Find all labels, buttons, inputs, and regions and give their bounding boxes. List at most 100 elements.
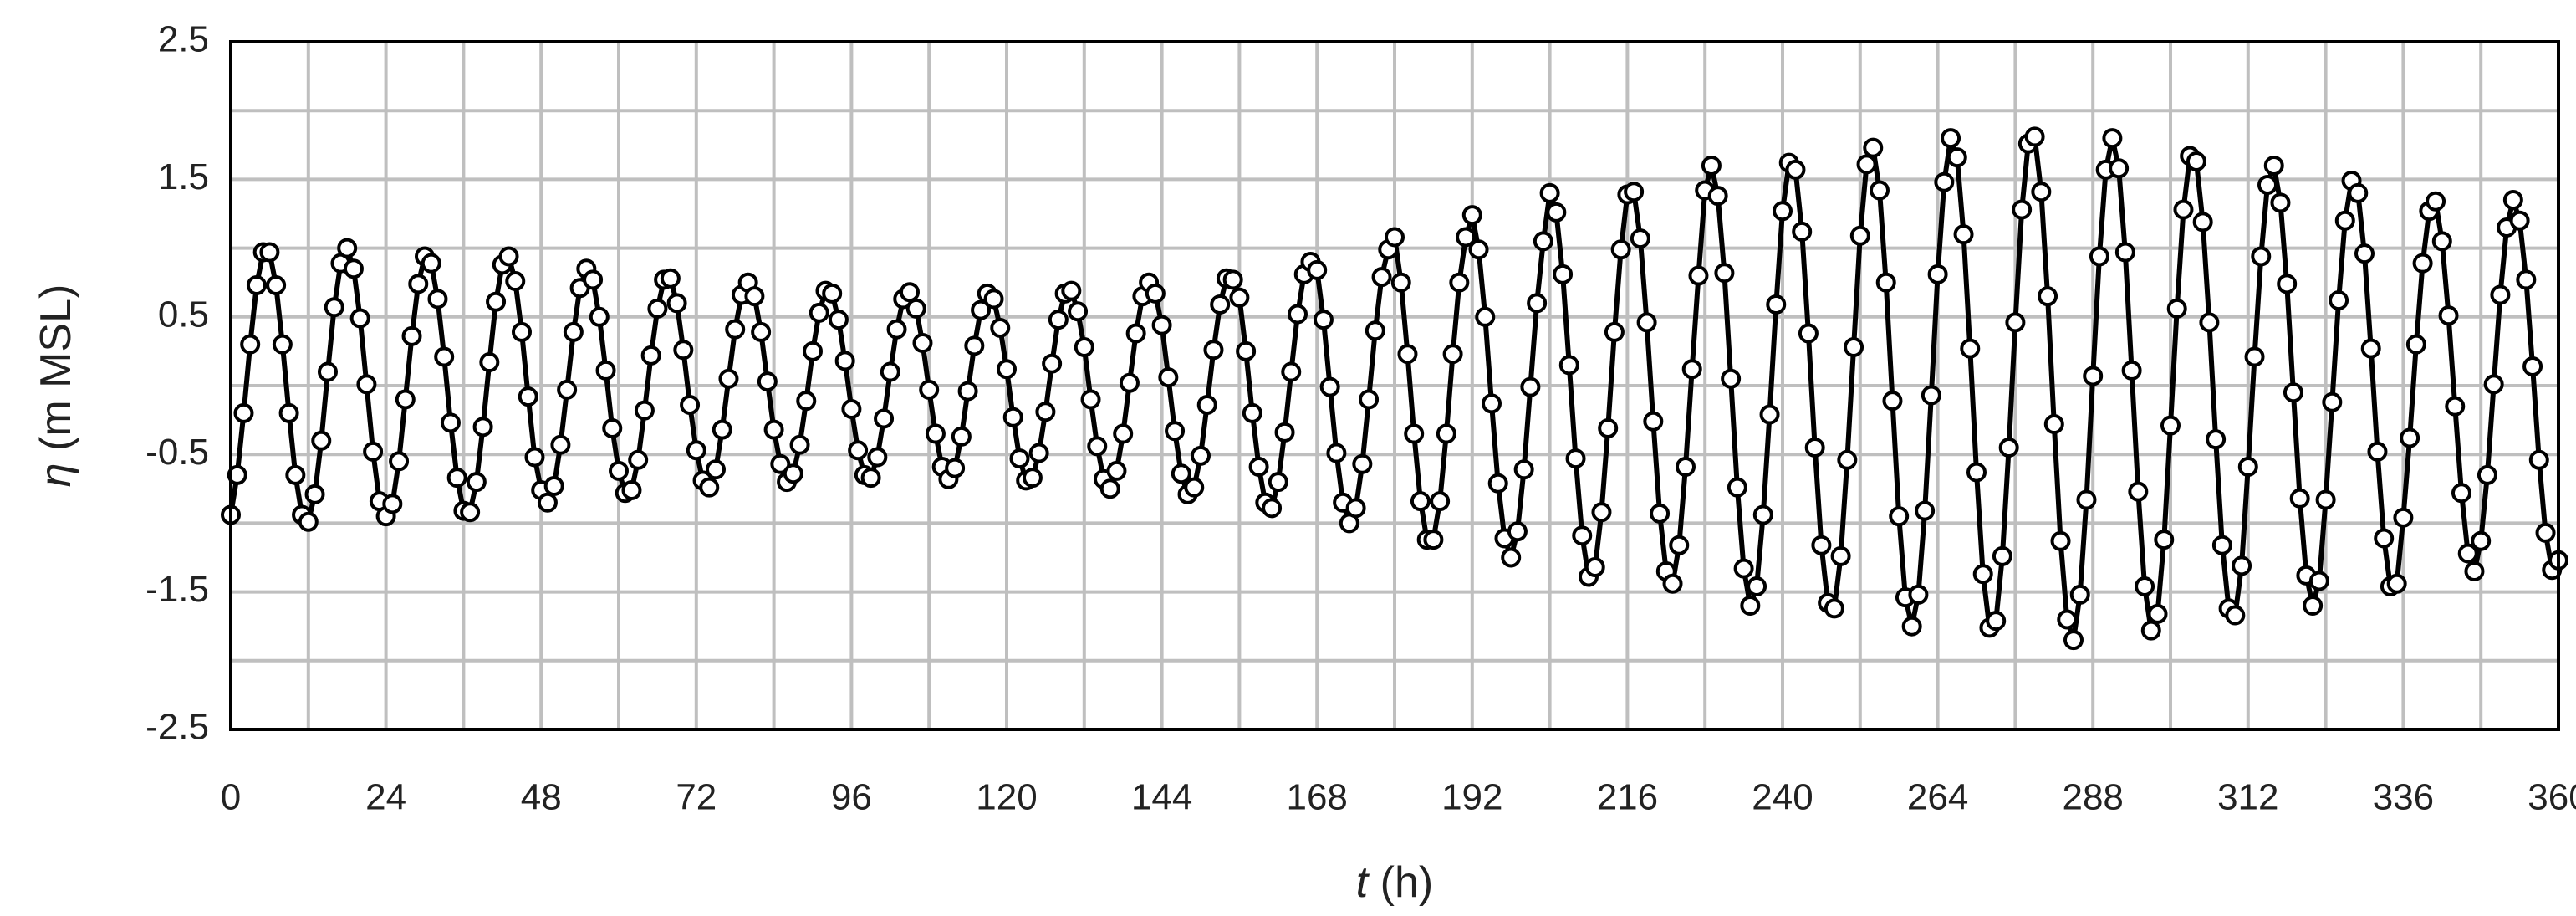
data-point xyxy=(466,472,487,493)
x-tick-label: 0 xyxy=(221,777,241,818)
data-point xyxy=(1669,535,1690,555)
data-point xyxy=(1352,453,1373,474)
data-point xyxy=(634,400,655,421)
data-point xyxy=(1604,321,1625,342)
data-point xyxy=(2128,481,2149,502)
data-point xyxy=(1752,504,1773,525)
data-point xyxy=(1856,154,1877,175)
data-point xyxy=(666,293,687,314)
data-point xyxy=(1546,202,1567,223)
data-point xyxy=(2069,584,2090,605)
data-point xyxy=(1986,611,2007,632)
data-point xyxy=(2154,530,2175,550)
data-point xyxy=(1513,459,1534,480)
data-point xyxy=(1061,280,1082,301)
x-tick-label: 72 xyxy=(676,777,717,818)
data-point xyxy=(1048,310,1069,330)
data-point xyxy=(1520,376,1541,397)
grid xyxy=(229,40,2560,731)
data-point xyxy=(2109,158,2130,179)
data-point xyxy=(1184,477,1205,498)
data-point xyxy=(2477,464,2497,485)
data-point xyxy=(2186,151,2206,172)
data-point xyxy=(822,283,843,304)
data-point xyxy=(233,402,254,423)
data-point xyxy=(1773,201,1793,222)
data-point xyxy=(1196,395,1217,416)
data-point xyxy=(1423,530,1444,550)
data-point xyxy=(298,511,319,532)
data-point xyxy=(1747,576,1767,597)
data-point xyxy=(408,274,429,294)
data-point xyxy=(2528,449,2549,470)
data-point xyxy=(1222,269,1243,290)
data-point xyxy=(796,391,817,412)
data-point xyxy=(860,468,881,489)
data-point xyxy=(2400,427,2420,448)
data-point xyxy=(1410,491,1431,512)
data-point xyxy=(2315,489,2336,510)
data-point xyxy=(2199,312,2220,333)
data-point xyxy=(1701,155,1722,176)
data-point xyxy=(706,459,726,480)
data-point xyxy=(1792,221,1813,242)
data-point xyxy=(1074,336,1094,357)
data-point xyxy=(1248,456,1269,477)
data-point xyxy=(2043,414,2064,435)
x-tick-label: 312 xyxy=(2217,777,2278,818)
data-point xyxy=(1035,402,1056,422)
data-point xyxy=(699,477,720,498)
x-tick-label: 96 xyxy=(831,777,872,818)
data-point xyxy=(1901,616,1922,637)
data-point xyxy=(337,238,358,258)
data-point xyxy=(563,321,584,342)
data-point xyxy=(803,340,823,361)
data-point xyxy=(2438,305,2459,326)
data-point xyxy=(1390,272,1411,293)
data-point xyxy=(1727,477,1747,498)
data-point xyxy=(543,476,564,497)
data-point xyxy=(1681,359,1702,380)
data-point xyxy=(595,360,616,381)
data-point xyxy=(763,419,784,440)
data-point xyxy=(318,361,338,382)
data-point xyxy=(2490,284,2511,305)
data-point xyxy=(1960,338,1981,359)
data-point xyxy=(1837,449,1858,470)
data-point xyxy=(886,319,907,340)
x-tick-label: 360 xyxy=(2528,777,2576,818)
data-point xyxy=(2173,199,2194,220)
data-point xyxy=(1953,224,1974,245)
data-point xyxy=(440,412,461,433)
x-tick-label: 168 xyxy=(1286,777,1347,818)
data-point xyxy=(240,334,261,355)
data-point xyxy=(1002,407,1023,427)
data-point xyxy=(1921,385,1941,406)
data-point xyxy=(486,291,507,312)
data-point xyxy=(2289,488,2310,509)
x-tick-label: 192 xyxy=(1441,777,1502,818)
data-point xyxy=(550,434,571,455)
data-point xyxy=(518,386,538,407)
data-point xyxy=(246,274,267,295)
x-tick-label: 288 xyxy=(2062,777,2123,818)
data-point xyxy=(2147,603,2168,624)
data-point xyxy=(1501,547,1522,568)
data-point xyxy=(1889,506,1910,527)
data-point xyxy=(1643,411,1664,432)
data-point xyxy=(2303,596,2324,617)
data-point xyxy=(2535,522,2556,543)
data-point xyxy=(640,345,661,366)
data-point xyxy=(1475,306,1496,327)
data-point xyxy=(349,308,370,329)
data-point xyxy=(1946,147,1967,168)
data-point xyxy=(2024,126,2045,147)
y-tick-label: -1.5 xyxy=(145,569,209,610)
data-point xyxy=(272,334,293,355)
data-point xyxy=(1630,228,1650,249)
data-point xyxy=(867,447,888,468)
y-axis-unit: (m MSL) xyxy=(32,284,80,451)
data-point xyxy=(498,246,519,267)
data-point xyxy=(2405,334,2426,355)
